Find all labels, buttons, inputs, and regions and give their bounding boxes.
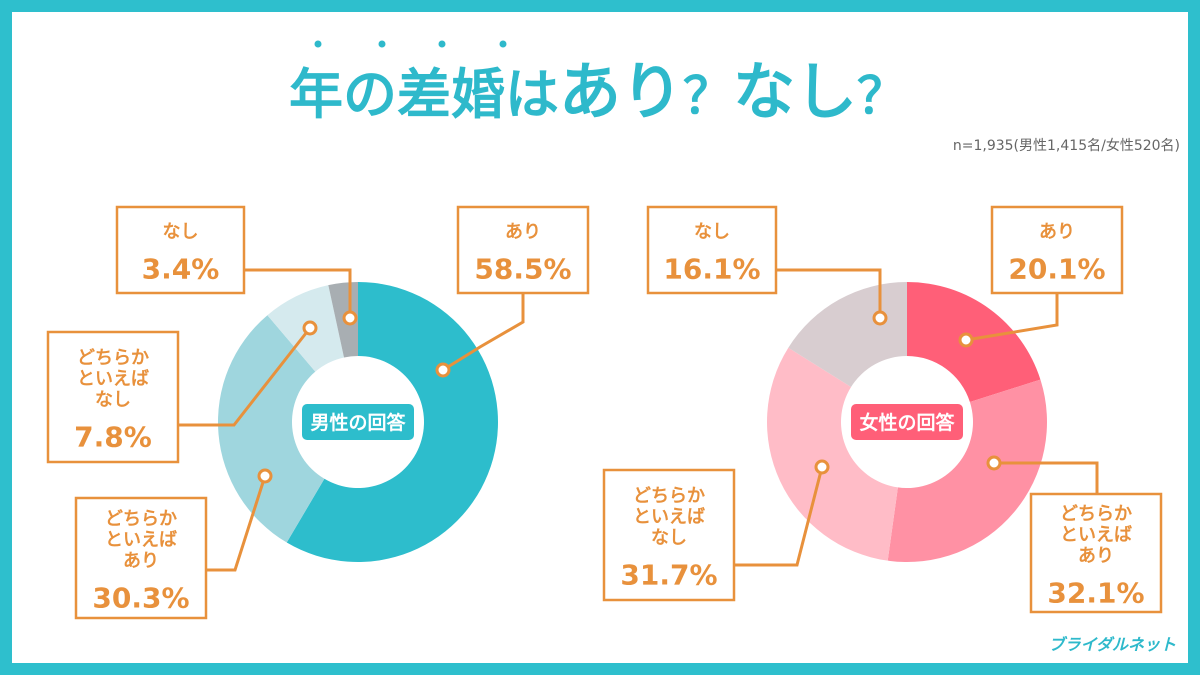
label-box-ari bbox=[990, 205, 1124, 295]
emphasis-dot bbox=[499, 40, 507, 48]
category-label: なし bbox=[95, 390, 131, 411]
value-label: 16.1% bbox=[663, 253, 760, 286]
donut-slice-ari bbox=[907, 282, 1041, 402]
female-donut-chart: 女性の回答あり20.1%どちらかといえばあり32.1%どちらかといえばなし31.… bbox=[602, 205, 1163, 614]
title-emphasis-dots bbox=[314, 40, 507, 48]
sample-size-note: n=1,935(男性1,415名/女性520名) bbox=[953, 137, 1180, 154]
leader-line-dochiraka-nashi bbox=[734, 466, 824, 567]
donut-slice-dochiraka-ari bbox=[887, 379, 1047, 563]
title-part: あり bbox=[559, 55, 683, 128]
label-box-dochiraka-nashi bbox=[602, 468, 736, 602]
leader-dot bbox=[257, 468, 273, 484]
leader-dot bbox=[814, 459, 830, 475]
category-label: なし bbox=[694, 222, 730, 243]
center-badge bbox=[302, 404, 414, 440]
title-part: 年の差婚は bbox=[289, 63, 559, 126]
emphasis-dot bbox=[378, 40, 386, 48]
category-label: どちらか bbox=[105, 509, 177, 530]
category-label: といえば bbox=[633, 507, 705, 528]
leader-line-dochiraka-ari bbox=[206, 475, 267, 572]
male-donut-chart: 男性の回答あり58.5%どちらかといえばあり30.3%どちらかといえばなし7.8… bbox=[46, 205, 590, 620]
title-part: ？ bbox=[683, 67, 733, 125]
chart-title: 男性の回答 bbox=[310, 411, 406, 434]
leader-dot bbox=[342, 310, 358, 326]
value-label: 20.1% bbox=[1008, 253, 1105, 286]
leader-line-ari bbox=[965, 293, 1059, 342]
leader-dot bbox=[872, 310, 888, 326]
donut-slice-dochiraka-ari bbox=[217, 315, 325, 543]
label-box-dochiraka-ari bbox=[1029, 492, 1163, 614]
category-label: あり bbox=[1078, 546, 1114, 567]
brand-logo: ブライダルネット bbox=[1049, 635, 1176, 654]
label-box-nashi bbox=[115, 205, 246, 295]
leader-line-nashi bbox=[776, 268, 882, 318]
category-label: あり bbox=[1039, 222, 1075, 243]
emphasis-dot bbox=[438, 40, 446, 48]
title-part: ？ bbox=[857, 67, 907, 125]
category-label: どちらか bbox=[77, 348, 149, 369]
donut-slice-ari bbox=[286, 282, 498, 562]
emphasis-dot bbox=[314, 40, 322, 48]
label-box-nashi bbox=[646, 205, 778, 295]
title-part: なし bbox=[733, 55, 857, 128]
value-label: 32.1% bbox=[1047, 577, 1144, 610]
label-box-ari bbox=[456, 205, 590, 295]
leader-line-ari bbox=[442, 293, 525, 372]
donut-slice-dochiraka-nashi bbox=[766, 347, 898, 561]
category-label: あり bbox=[123, 551, 159, 572]
donut-slice-nashi bbox=[788, 282, 907, 387]
leader-dot bbox=[986, 455, 1002, 471]
category-label: どちらか bbox=[633, 486, 705, 507]
leader-dot bbox=[958, 332, 974, 348]
leader-dot bbox=[302, 320, 318, 336]
leader-line-dochiraka-nashi bbox=[178, 327, 312, 427]
value-label: 31.7% bbox=[620, 559, 717, 592]
leader-line-dochiraka-ari bbox=[994, 461, 1099, 494]
page-title: 年の差婚はあり？なし？ bbox=[289, 55, 907, 128]
value-label: 30.3% bbox=[92, 582, 189, 615]
chart-title: 女性の回答 bbox=[859, 411, 955, 434]
value-label: 58.5% bbox=[474, 253, 571, 286]
category-label: といえば bbox=[77, 369, 149, 390]
value-label: 3.4% bbox=[142, 253, 220, 286]
category-label: どちらか bbox=[1060, 504, 1132, 525]
category-label: といえば bbox=[105, 530, 177, 551]
leader-line-nashi bbox=[244, 268, 352, 318]
label-box-dochiraka-ari bbox=[74, 496, 208, 620]
category-label: あり bbox=[505, 222, 541, 243]
label-box-dochiraka-nashi bbox=[46, 330, 180, 464]
center-badge bbox=[851, 404, 963, 440]
category-label: なし bbox=[163, 222, 199, 243]
value-label: 7.8% bbox=[74, 421, 152, 454]
category-label: といえば bbox=[1060, 525, 1132, 546]
leader-dot bbox=[435, 362, 451, 378]
category-label: なし bbox=[651, 528, 687, 549]
